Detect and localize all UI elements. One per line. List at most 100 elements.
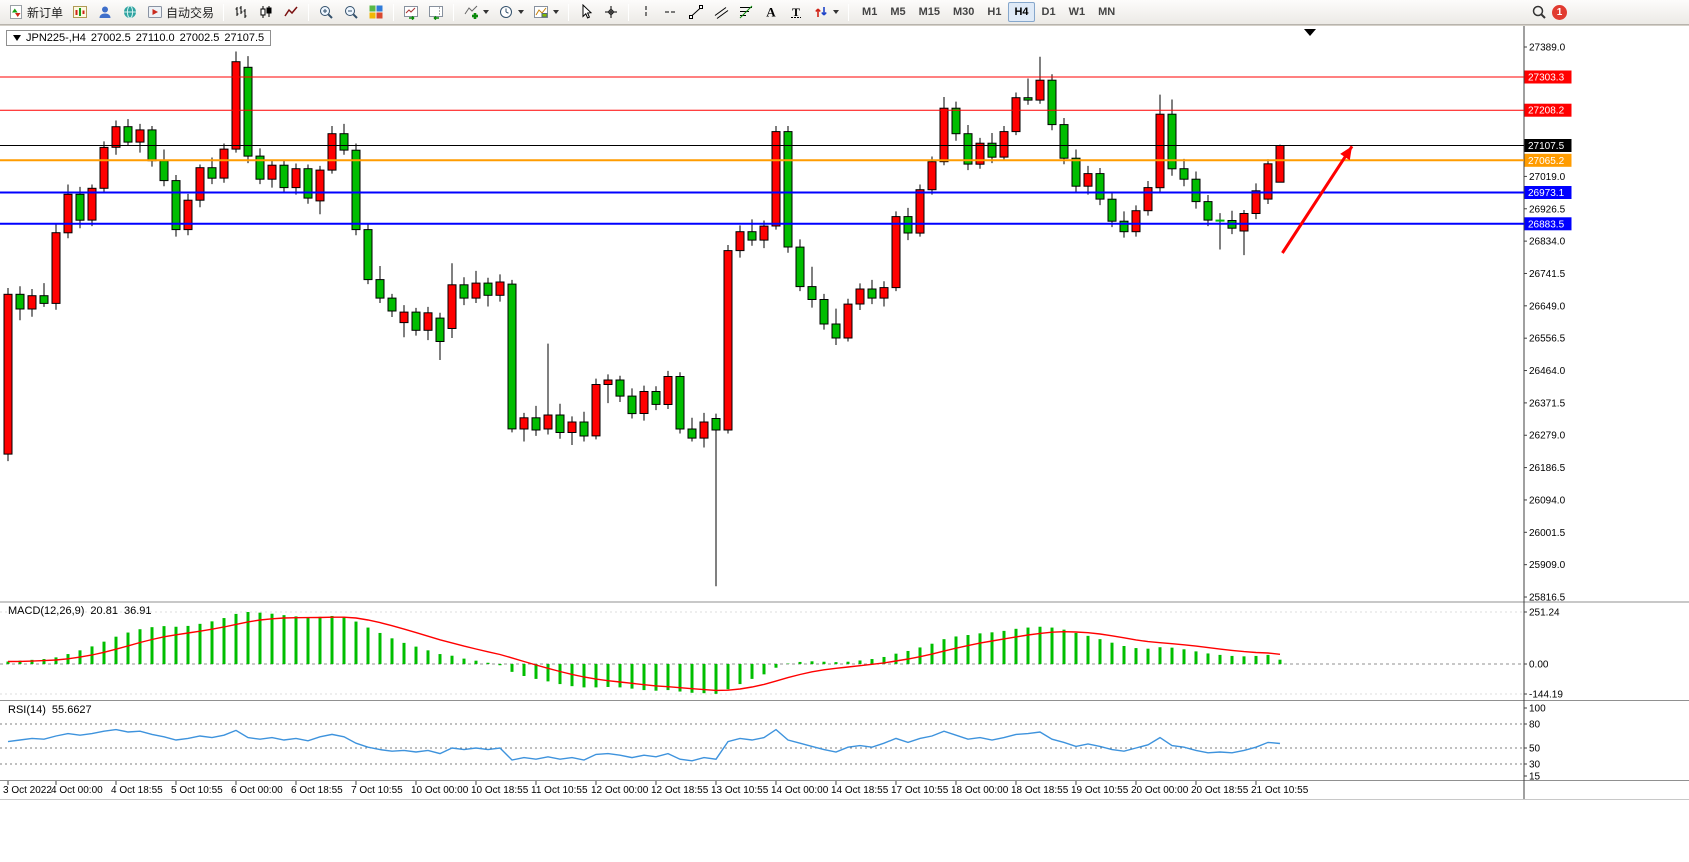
time-axis-label: 17 Oct 10:55 — [891, 785, 949, 796]
candle-body — [831, 323, 841, 339]
time-axis-label: 14 Oct 00:00 — [771, 785, 829, 796]
candle-body — [291, 168, 301, 189]
chart-shift-marker-icon[interactable] — [1304, 29, 1316, 36]
candle-body — [267, 164, 277, 180]
candle-body — [723, 250, 733, 431]
vertical-line-icon — [645, 6, 647, 18]
zoom-out-button[interactable] — [339, 2, 363, 23]
timeframe-m30-button[interactable]: M30 — [953, 6, 975, 18]
tile-windows-button[interactable] — [364, 2, 388, 23]
timeframe-h1-button[interactable]: H1 — [987, 6, 1002, 18]
notification-badge[interactable]: 1 — [1552, 4, 1567, 20]
new-order-button[interactable]: 新订单 — [4, 2, 67, 23]
price-axis-label: 26001.5 — [1529, 528, 1566, 539]
time-axis-label: 11 Oct 10:55 — [531, 785, 588, 796]
search-button[interactable] — [1527, 2, 1551, 23]
channel-button[interactable] — [709, 2, 733, 23]
price-axis-label: 26279.0 — [1529, 431, 1566, 442]
dropdown-caret-icon[interactable] — [483, 10, 490, 14]
timeframe-m15-button[interactable]: M15 — [918, 6, 940, 18]
candle-body — [1251, 190, 1261, 215]
candle-body — [1155, 113, 1165, 189]
dropdown-caret-icon[interactable] — [833, 10, 840, 14]
market-watch-button[interactable] — [93, 2, 117, 23]
charts-button[interactable] — [68, 2, 92, 23]
chart-shift-button[interactable] — [424, 2, 448, 23]
periods-button[interactable] — [494, 2, 528, 23]
candle-body — [603, 379, 613, 385]
candle-body — [315, 169, 325, 202]
price-axis-label: 26649.0 — [1529, 301, 1566, 312]
zoom-in-button[interactable] — [314, 2, 338, 23]
candle-body — [483, 282, 493, 296]
text-label-button[interactable]: T — [784, 2, 808, 23]
trend-arrow-annotation[interactable] — [1281, 145, 1354, 254]
candlestick-chart-button[interactable] — [254, 2, 278, 23]
price-flag — [1524, 153, 1572, 167]
dropdown-caret-icon[interactable] — [553, 10, 560, 14]
auto-scroll-button[interactable] — [399, 2, 423, 23]
horizontal-line-button[interactable] — [659, 2, 683, 23]
candle-body — [435, 317, 445, 343]
symbol-dropdown-icon[interactable] — [13, 35, 21, 41]
crosshair-button[interactable] — [599, 2, 623, 23]
time-axis-label: 10 Oct 00:00 — [411, 785, 469, 796]
price-flag — [1524, 217, 1572, 231]
bar-chart-button[interactable] — [229, 2, 253, 23]
timeframe-m1-button[interactable]: M1 — [862, 6, 878, 18]
cursor-button[interactable] — [574, 2, 598, 23]
chart-open-value: 27002.5 — [90, 32, 131, 44]
templates-button[interactable] — [529, 2, 563, 23]
candle-body — [1263, 163, 1273, 200]
time-axis-label: 4 Oct 18:55 — [111, 785, 163, 796]
candle-body — [135, 129, 145, 143]
candle-body — [255, 155, 265, 180]
candle-body — [591, 384, 601, 437]
price-flag-value: 26973.1 — [1528, 188, 1565, 199]
candle-body — [327, 133, 337, 171]
timeframe-mn-button[interactable]: MN — [1098, 6, 1116, 18]
line-chart-button[interactable] — [279, 2, 303, 23]
macd-signal-line — [7, 616, 1281, 692]
candle-body — [75, 193, 85, 221]
candle-body — [243, 66, 253, 157]
time-axis-label: 3 Oct 2022 — [3, 785, 52, 796]
candle-body — [495, 281, 505, 296]
time-axis-label: 6 Oct 18:55 — [291, 785, 343, 796]
arrows-button[interactable] — [809, 2, 843, 23]
fibonacci-button[interactable] — [734, 2, 758, 23]
candle-body — [771, 131, 781, 227]
toolbar-separator — [223, 3, 225, 21]
candle-body — [87, 187, 97, 221]
indicators-button[interactable] — [459, 2, 493, 23]
toolbar-separator — [453, 3, 455, 21]
dropdown-caret-icon[interactable] — [518, 10, 525, 14]
toolbar-separator — [308, 3, 310, 21]
timeframe-h4-button[interactable]: H4 — [1008, 2, 1035, 22]
candle-body — [1047, 79, 1057, 126]
price-flag — [1524, 70, 1572, 84]
candle-body — [735, 231, 745, 252]
price-flag — [1524, 139, 1572, 152]
price-axis-label: 26834.0 — [1529, 237, 1566, 248]
candle-body — [1095, 173, 1105, 200]
autotrading-button[interactable]: 自动交易 — [143, 2, 218, 23]
auto-scroll-icon — [404, 6, 419, 20]
candle-body — [555, 414, 565, 433]
trend-arrow-head — [1340, 146, 1352, 161]
candle-body — [639, 391, 649, 414]
macd-scale-label: 251.24 — [1529, 608, 1560, 619]
timeframe-d1-button[interactable]: D1 — [1041, 6, 1056, 18]
text-button[interactable]: A — [759, 2, 783, 23]
candle-body — [963, 133, 973, 165]
timeframe-w1-button[interactable]: W1 — [1068, 6, 1086, 18]
navigator-button[interactable] — [118, 2, 142, 23]
timeframe-m5-button[interactable]: M5 — [890, 6, 906, 18]
candle-body — [1143, 187, 1153, 212]
candle-body — [951, 107, 961, 135]
vertical-line-button[interactable] — [634, 2, 658, 23]
time-axis-label: 20 Oct 18:55 — [1191, 785, 1249, 796]
trendline-button[interactable] — [684, 2, 708, 23]
rsi-scale-label: 50 — [1529, 744, 1541, 755]
